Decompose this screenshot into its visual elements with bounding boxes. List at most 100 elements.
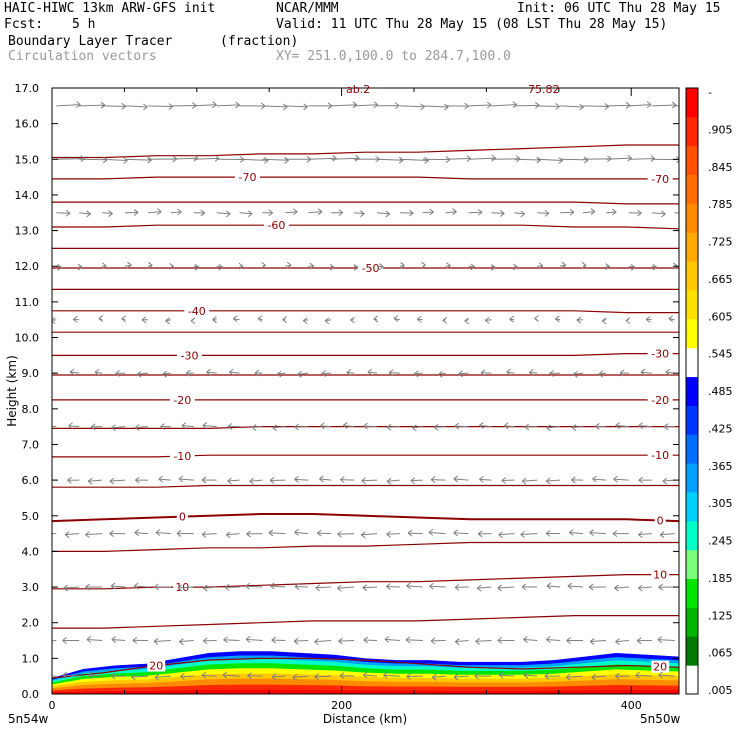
wind-vector-head [400,262,405,269]
wind-vector [468,157,496,160]
wind-vector-head [41,673,45,679]
wind-vector [422,105,449,108]
colorbar-swatch [686,88,698,118]
wind-vector [179,640,194,643]
contour-line [52,541,679,552]
wind-vector-head [430,476,436,484]
wind-vector [520,533,538,535]
wind-vector [546,639,561,642]
wind-vector [363,674,377,677]
wind-vector-head [286,261,292,269]
wind-vector-head [261,261,266,269]
wind-vector-head [665,368,671,376]
wind-vector-head [190,317,196,325]
wind-vector-head [247,672,252,680]
wind-vector [246,638,263,642]
wind-vector-head [393,315,399,322]
wind-vector [386,533,400,535]
wind-vector [158,478,171,481]
wind-vector-head [162,370,167,378]
wind-vector-head [109,530,114,537]
wind-vector-head [479,422,484,429]
wind-vector [485,319,492,321]
wind-vector [201,674,217,677]
wind-vector-head [160,423,165,431]
wind-vector-head [297,370,302,378]
wind-vector-head [178,475,184,483]
wind-vector-head [156,208,162,216]
wind-vector-head [475,638,480,645]
wind-vector-head [201,531,207,538]
wind-vector-head [373,315,379,323]
wind-vector [79,212,91,215]
wind-vector-head [43,476,47,482]
y-tick-label: 8.0 [22,403,40,416]
y-tick-label: 2.0 [22,617,40,630]
wind-vector-head [384,635,390,643]
wind-vector-head [202,637,208,645]
contour-label-bg [234,171,260,184]
wind-vector [414,372,423,375]
wind-vector-head [64,531,70,539]
wind-vector-head [363,671,368,679]
wind-vector [479,424,492,428]
wind-vector-head [635,671,640,679]
contour-line [52,484,679,488]
wind-vector-head [595,423,600,430]
wind-vector-head [227,423,233,430]
wind-vector-head [154,583,159,591]
colorbar-swatch [686,174,698,204]
wind-vector [222,674,240,677]
contour-label-bg [654,514,666,527]
wind-vector-head [682,211,686,217]
wind-vector-head [314,638,319,646]
wind-vector-head [454,638,460,646]
wind-vector-head [292,208,298,216]
wind-vector-head [134,529,140,536]
valid-time: Valid: 11 UTC Thu 28 May 15 (08 LST Thu … [276,17,668,32]
wind-vector [638,586,652,589]
wind-vector [658,674,675,677]
wind-vector-head [605,263,610,270]
wind-vector-head [619,369,625,377]
wind-vector [571,426,584,429]
wind-vector-head [571,424,577,431]
wind-vector [131,675,148,678]
wind-vector [52,640,57,642]
wind-vector-head [569,208,575,216]
x-axis-title: Distance (km) [323,712,407,726]
wind-vector-head [282,103,288,111]
wind-vector [560,105,584,108]
wind-vector-head [361,477,367,485]
wind-vector [170,157,198,160]
wind-vector [361,533,377,536]
wind-vector [52,425,57,428]
wind-vector-head [581,262,587,269]
contour-line [52,144,679,159]
wind-vector [111,426,126,429]
wind-vector-head [68,422,73,430]
wind-vector-head [212,101,217,109]
wind-vector [514,158,541,161]
wind-vector-head [625,317,631,325]
wind-vector [272,675,286,678]
wind-vector-head [245,635,251,643]
wind-vector-head [86,210,91,218]
wind-vector-head [588,583,594,591]
wind-vector-head [232,315,238,323]
wind-vector-head [153,638,159,645]
wind-vector [223,639,240,642]
wind-vector-head [429,208,434,216]
wind-vector-head [110,672,116,680]
model-title: HAIC-HIWC 13km ARW-GFS init [4,1,216,16]
colorbar-label: .185 [708,572,733,585]
wind-vector [674,212,679,214]
wind-vector-head [338,637,343,645]
wind-vector [354,212,365,215]
wind-vector [458,372,469,375]
wind-vector-head [538,262,544,270]
wind-vector-head [133,582,139,590]
wind-vector [491,212,505,214]
wind-vector-head [662,477,668,485]
